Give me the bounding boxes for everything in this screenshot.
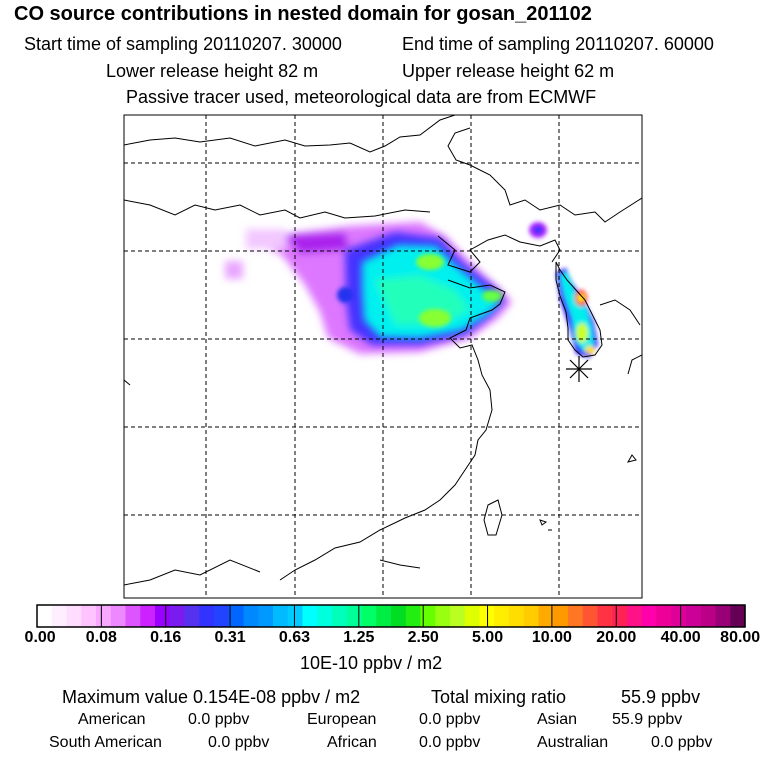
colorbar-cell [597, 605, 613, 627]
colorbar-cell [258, 605, 274, 627]
colorbar-tick-label: 2.50 [407, 629, 439, 646]
european-label: European [307, 711, 377, 728]
colorbar-cell [671, 605, 687, 627]
colorbar-cell [715, 605, 731, 627]
colorbar-cell [361, 605, 377, 627]
plume-green-spots [337, 254, 502, 327]
colorbar-cell [700, 605, 717, 627]
colorbar-cell [509, 605, 525, 627]
plume-korea [529, 222, 598, 358]
colorbar-cell [523, 605, 540, 627]
colorbar-cell [228, 605, 245, 627]
colorbar-cell [464, 605, 481, 627]
african-value: 0.0 ppbv [419, 734, 481, 751]
colorbar-cell [273, 605, 289, 627]
south-american-label: South American [49, 734, 162, 751]
asian-label: Asian [537, 711, 578, 728]
total-mixing-ratio-value: 55.9 ppbv [621, 687, 701, 707]
colorbar-cell [405, 605, 422, 627]
concentration-map [123, 114, 643, 599]
plot-title: CO source contributions in nested domain… [14, 3, 592, 25]
australian-value: 0.0 ppbv [651, 734, 713, 751]
colorbar-cell [391, 605, 407, 627]
colorbar-cell [214, 605, 230, 627]
african-label: African [327, 734, 377, 751]
colorbar-cell [169, 605, 186, 627]
lower-release-height: Lower release height 82 m [106, 61, 319, 81]
colorbar-cell [494, 605, 510, 627]
asian-value: 55.9 ppbv [612, 711, 683, 728]
grid-lines [124, 115, 642, 598]
australian-label: Australian [537, 734, 609, 751]
colorbar-cell [125, 605, 141, 627]
colorbar [36, 604, 746, 628]
south-american-value: 0.0 ppbv [208, 734, 270, 751]
total-mixing-ratio-label: Total mixing ratio [431, 687, 567, 707]
colorbar-cell [199, 605, 215, 627]
colorbar-cell [641, 605, 658, 627]
colorbar-cell [346, 605, 363, 627]
colorbar-tick-label: 0.00 [24, 629, 56, 646]
maximum-value: Maximum value 0.154E-08 ppbv / m2 [62, 687, 361, 707]
colorbar-cell [582, 605, 599, 627]
colorbar-cell [140, 605, 156, 627]
colorbar-cell [110, 605, 127, 627]
american-value: 0.0 ppbv [188, 711, 250, 728]
colorbar-cell [376, 605, 392, 627]
colorbar-cell [435, 605, 451, 627]
start-time: Start time of sampling 20110207. 30000 [24, 34, 342, 54]
colorbar-tick-label: 0.16 [150, 629, 182, 646]
colorbar-cell [243, 605, 259, 627]
colorbar-cell [81, 605, 97, 627]
colorbar-cell [730, 605, 746, 627]
colorbar-frame [36, 604, 746, 628]
coastlines [124, 115, 642, 586]
colorbar-cell [612, 605, 628, 627]
upper-release-height: Upper release height 62 m [402, 61, 615, 81]
colorbar-cell [627, 605, 643, 627]
colorbar-tick-label: 40.00 [660, 629, 701, 646]
colorbar-tick-label: 80.00 [720, 629, 761, 646]
european-value: 0.0 ppbv [419, 711, 481, 728]
colorbar-cell [66, 605, 82, 627]
american-label: American [78, 711, 146, 728]
colorbar-cell [656, 605, 672, 627]
colorbar-cell [538, 605, 554, 627]
colorbar-cell [420, 605, 436, 627]
colorbar-cell [51, 605, 68, 627]
colorbar-cell [568, 605, 584, 627]
colorbar-units: 10E-10 ppbv / m2 [300, 653, 443, 673]
colorbar-tick-label: 1.25 [343, 629, 375, 646]
colorbar-cell [184, 605, 200, 627]
colorbar-cell [686, 605, 702, 627]
colorbar-cell [37, 605, 53, 627]
colorbar-tick-label: 0.08 [85, 629, 117, 646]
map-frame [123, 114, 643, 599]
colorbar-cells [37, 605, 746, 627]
colorbar-tick-label: 0.31 [214, 629, 246, 646]
colorbar-tick-label: 0.63 [278, 629, 311, 646]
colorbar-tick-label: 20.00 [596, 629, 637, 646]
colorbar-cell [96, 605, 112, 627]
colorbar-tick-label: 5.00 [471, 629, 504, 646]
colorbar-cell [287, 605, 304, 627]
colorbar-tick-label: 10.00 [531, 629, 572, 646]
tracer-note: Passive tracer used, meteorological data… [126, 87, 597, 107]
colorbar-cell [553, 605, 569, 627]
colorbar-cell [332, 605, 348, 627]
colorbar-cell [450, 605, 466, 627]
colorbar-cell [302, 605, 318, 627]
colorbar-cell [317, 605, 333, 627]
colorbar-cell [155, 605, 171, 627]
end-time: End time of sampling 20110207. 60000 [402, 34, 714, 54]
plume-field [124, 115, 642, 586]
receptor-marker [566, 356, 592, 382]
